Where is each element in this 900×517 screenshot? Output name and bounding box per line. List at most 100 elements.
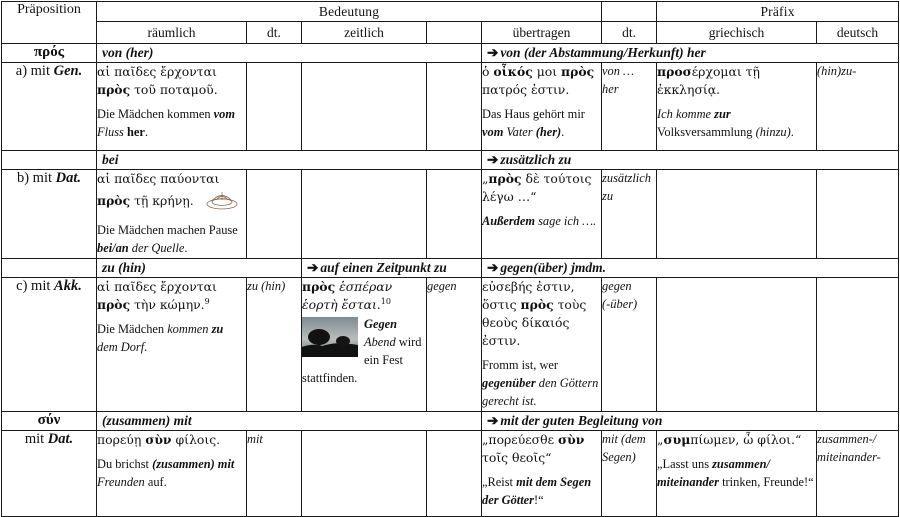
german-translation: Ich komme zur Volksversammlung (hinzu). <box>657 106 794 139</box>
cell-raeumlich-c: αἱ παῖδες ἔρχονται πρὸς τὴν κώμην.9 Die … <box>96 276 247 412</box>
banner-pros-a-left: von (her) <box>96 43 482 63</box>
case-label-c: c) mit Akk. <box>1 276 97 412</box>
case-prefix: a) mit <box>15 63 54 79</box>
arrow-icon: ➔ <box>487 152 499 167</box>
case-prefix: mit <box>24 430 48 447</box>
header-col-dt-2 <box>426 21 482 44</box>
banner-text: von (der Abstammung/Herkunft) her <box>500 45 706 60</box>
header-group-praefix: Präfix <box>656 1 900 22</box>
cell-griechisch-syn: „συμπίωμεν, ὦ φίλοι.“ „Lasst uns zusamme… <box>656 429 818 517</box>
header-col-deutsch: deutsch <box>816 21 900 44</box>
cell-deutsch-syn: zusammen-/ miteinander- <box>816 429 900 517</box>
cell-dt2-a-blocked <box>426 62 482 151</box>
cell-uebertragen-syn: „πορεύεσθε σὺν τοῖς θεοῖς“ „Reist mit de… <box>480 429 603 517</box>
banner-pros-c-left: zu (hin) <box>96 257 302 278</box>
cell-dt3-c: gegen (-über) <box>601 276 658 412</box>
arrow-icon: ➔ <box>487 412 499 428</box>
header-col-zeitlich: zeitlich <box>301 21 427 44</box>
banner-text: mit der guten Begleitung von <box>500 412 663 428</box>
cell-dt1-b <box>246 169 302 259</box>
content-row-pros-a: a) mit Gen. αἱ παῖδες ἔρχονται πρὸς τοῦ … <box>1 62 900 151</box>
banner-row-pros-a: πρός von (her) ➔ von (der Abstammung/Herk… <box>1 43 900 63</box>
header-spacer <box>601 1 658 22</box>
cell-zeitlich-a-blocked <box>301 62 427 151</box>
greek-example: „πορεύεσθε σὺν τοῖς θεοῖς“ <box>482 431 585 465</box>
banner-text: zu (hin) <box>102 259 146 275</box>
greek-example: εὐσεβής ἐστιν, ὅστις πρὸς τοὺς θεοὺς δίκ… <box>482 278 587 348</box>
arrow-icon: ➔ <box>487 45 499 60</box>
cell-raeumlich-syn: πορεύῃ σὺν φίλοις. Du brichst (zusammen)… <box>96 429 247 517</box>
cell-zeitlich-syn-blocked <box>301 429 427 517</box>
case-prefix: c) mit <box>16 277 55 294</box>
banner-text: von (her) <box>102 45 154 60</box>
content-row-pros-b: b) mit Dat. αἱ παῖδες παύονται πρὸς τῇ κ… <box>1 169 900 259</box>
cell-zeitlich-c: πρὸς ἑσπέραν ἑορτὴ ἔσται.10 Gegen Abend … <box>301 276 427 412</box>
cell-zeitlich-b-blocked <box>301 169 427 259</box>
header-group-row: Präposition Bedeutung Präfix <box>1 1 900 44</box>
cell-deutsch-c <box>816 276 900 412</box>
banner-pros-a-right: ➔ von (der Abstammung/Herkunft) her <box>480 43 900 63</box>
cell-dt2-syn-blocked <box>426 429 482 517</box>
banner-row-syn: σύν (zusammen) mit ➔ mit der guten Beglei… <box>1 410 900 431</box>
cell-griechisch-c <box>656 276 818 412</box>
cell-dt1-c: zu (hin) <box>246 276 302 412</box>
german-translation: „Reist mit dem Segen der Götter!“ <box>482 474 592 507</box>
banner-text: (zusammen) mit <box>102 412 192 428</box>
german-translation: Außerdem sage ich …. <box>482 213 597 228</box>
cell-dt1-syn: mit <box>246 429 302 517</box>
case-name: Akk. <box>54 277 82 294</box>
banner-pros-c-right: ➔ gegen(über) jmdm. <box>480 257 900 278</box>
footnote-marker: 9 <box>204 296 210 306</box>
case-prefix: b) mit <box>16 170 56 186</box>
greek-example: αἱ παῖδες ἔρχονται πρὸς τὴν κώμην.9 <box>97 278 217 313</box>
cell-uebertragen-c: εὐσεβής ἐστιν, ὅστις πρὸς τοὺς θεοὺς δίκ… <box>480 276 603 412</box>
banner-text: auf einen Zeitpunkt zu <box>320 259 447 275</box>
banner-row-pros-c: zu (hin) ➔ auf einen Zeitpunkt zu ➔ gegen(… <box>1 257 900 278</box>
german-translation: Die Mädchen machen Pause bei/an der Quel… <box>97 222 238 255</box>
cell-griechisch-b <box>656 169 818 259</box>
greek-prefix-example: „συμπίωμεν, ὦ φίλοι.“ <box>657 431 802 447</box>
cell-deutsch-b <box>816 169 900 259</box>
header-group-bedeutung: Bedeutung <box>95 1 603 22</box>
cell-griechisch-a: προσέρχομαι τῇ ἐκκλησίᾳ. Ich komme zur V… <box>656 62 818 151</box>
lemma-syn: σύν <box>1 410 97 431</box>
lemma-pros: πρός <box>1 43 97 63</box>
case-name: Dat. <box>55 170 82 186</box>
header-col-griechisch: griechisch <box>656 21 818 44</box>
banner-pros-c-mid: ➔ auf einen Zeitpunkt zu <box>301 257 482 278</box>
stub-spacer-c <box>1 257 97 278</box>
cell-uebertragen-a: ὁ οἶκός μοι πρὸς πατρός ἐστιν. Das Haus … <box>480 62 603 151</box>
content-row-pros-c: c) mit Akk. αἱ παῖδες ἔρχονται πρὸς τὴν … <box>1 276 900 412</box>
footnote-marker: 10 <box>380 296 391 306</box>
german-translation: Die Mädchen kommen vom Fluss her. <box>97 106 235 139</box>
header-col-uebertragen: übertragen <box>480 21 603 44</box>
greek-example: ὁ οἶκός μοι πρὸς πατρός ἐστιν. <box>482 64 595 97</box>
case-label-a: a) mit Gen. <box>1 62 97 151</box>
greek-example: αἱ παῖδες ἔρχονται πρὸς τοῦ ποταμοῦ. <box>97 64 218 97</box>
case-label-b: b) mit Dat. <box>1 169 97 259</box>
german-translation: Das Haus gehört mir vom Vater (her). <box>482 106 585 139</box>
german-translation: Gegen Abend wird ein Fest stattfinden. <box>302 317 422 385</box>
content-row-syn: mit Dat. πορεύῃ σὺν φίλοις. Du brichst (… <box>1 429 900 517</box>
banner-text: bei <box>102 152 119 167</box>
greek-example: πρὸς ἑσπέραν ἑορτὴ ἔσται.10 <box>302 278 393 313</box>
cell-uebertragen-b: „πρὸς δὲ τούτοις λέγω …“ Außerdem sage i… <box>480 169 603 259</box>
german-translation: „Lasst uns zusammen/ miteinander trinken… <box>657 456 814 489</box>
cell-dt3-a: von … her <box>601 62 658 151</box>
banner-pros-b-right: ➔ zusätzlich zu <box>480 150 900 170</box>
banner-row-pros-b: bei ➔ zusätzlich zu <box>1 150 900 170</box>
german-translation: Die Mädchen kommen zu dem Dorf. <box>97 322 224 355</box>
banner-syn-right: ➔ mit der guten Begleitung von <box>480 410 900 431</box>
arrow-icon: ➔ <box>307 259 319 275</box>
case-label-syn: mit Dat. <box>1 429 97 517</box>
stub-spacer-b <box>1 150 97 170</box>
header-praeposition: Präposition <box>1 1 97 44</box>
spring-illustration-icon <box>204 188 240 215</box>
case-name: Dat. <box>47 430 74 447</box>
banner-text: gegen(über) jmdm. <box>500 259 607 275</box>
banner-text: zusätzlich zu <box>500 152 572 167</box>
cell-dt3-b: zusätzlich zu <box>601 169 658 259</box>
header-col-dt-1: dt. <box>246 21 302 44</box>
